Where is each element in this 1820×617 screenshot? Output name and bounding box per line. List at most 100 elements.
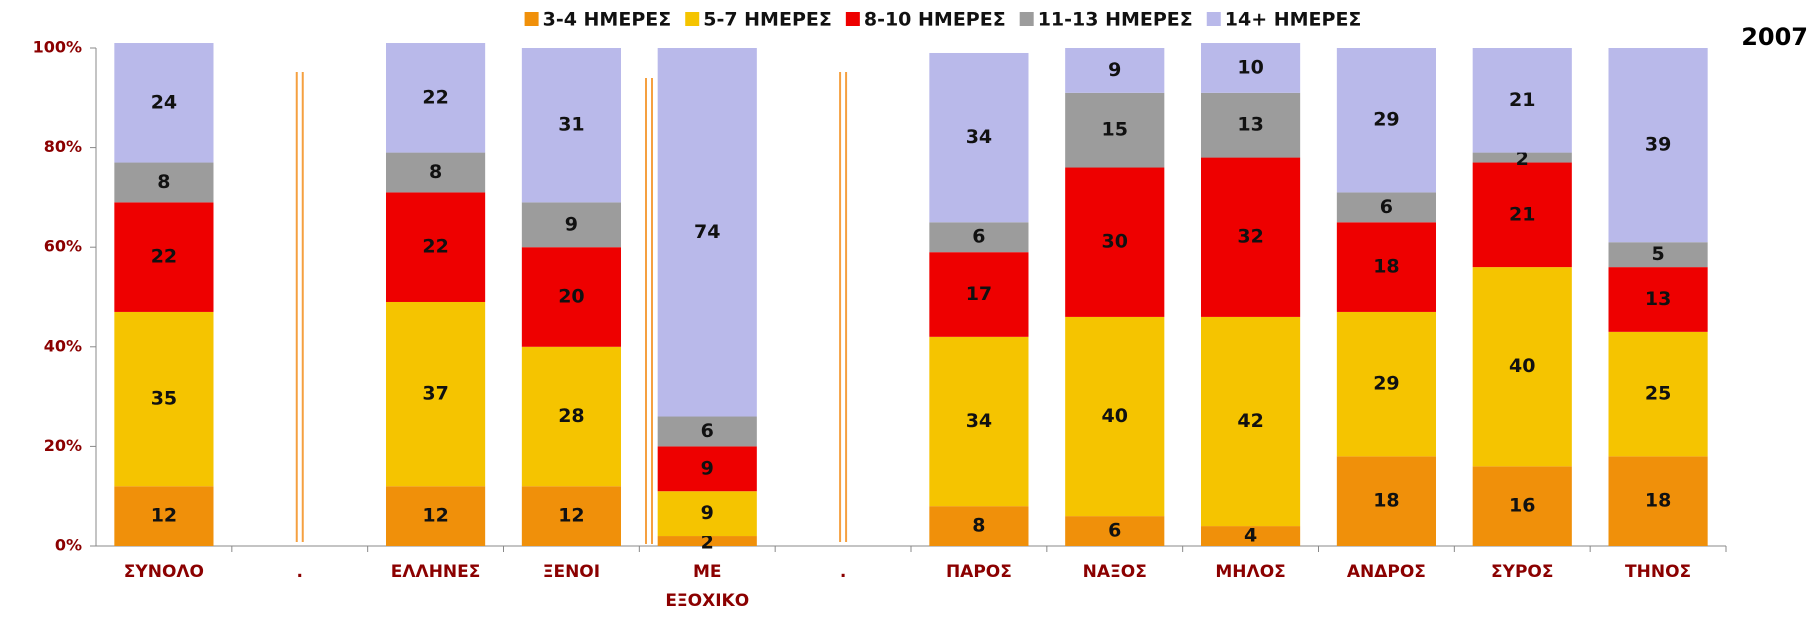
- data-label: 40: [1509, 355, 1535, 377]
- bar-segment: [114, 43, 214, 163]
- legend-swatch: [1206, 12, 1221, 26]
- data-label: 12: [558, 505, 584, 527]
- x-tick-label: .: [839, 562, 847, 582]
- data-label: 42: [1237, 410, 1263, 432]
- x-tick-label: ΝΑΞΟΣ: [1082, 562, 1147, 582]
- bar-segment: [386, 301, 486, 487]
- bar-segment: [521, 247, 621, 347]
- bar-segment: [1065, 516, 1165, 546]
- bar-segment: [1336, 311, 1436, 457]
- data-label: 6: [701, 420, 714, 442]
- x-tick-label: .: [296, 562, 303, 582]
- x-tick-label: ΑΝΔΡΟΣ: [1346, 562, 1426, 582]
- bar-segment: [1472, 466, 1572, 546]
- data-label: 8: [429, 161, 442, 183]
- data-label: 6: [972, 226, 985, 248]
- bar-segment: [1472, 162, 1572, 268]
- legend-swatch: [845, 12, 860, 26]
- y-tick-label: 80%: [44, 137, 82, 156]
- bar-segment: [657, 491, 757, 537]
- y-tick-label: 100%: [33, 38, 82, 57]
- bar-segment: [1201, 157, 1301, 317]
- data-label: 2: [1516, 148, 1529, 170]
- data-label: 15: [1102, 119, 1128, 141]
- bar-segment: [386, 192, 486, 302]
- x-tick-label: ΜΗΛΟΣ: [1215, 562, 1286, 582]
- data-label: 39: [1645, 134, 1671, 156]
- data-label: 20: [558, 286, 584, 308]
- legend-label: 11-13 ΗΜΕΡΕΣ: [1038, 9, 1193, 31]
- bar-segment: [114, 311, 214, 487]
- bar-segment: [657, 536, 757, 546]
- data-label: 35: [151, 388, 177, 410]
- data-label: 9: [565, 213, 578, 235]
- bar-segment: [1608, 267, 1708, 332]
- bar-segment: [521, 486, 621, 546]
- data-label: 9: [1108, 59, 1121, 81]
- legend-label: 3-4 ΗΜΕΡΕΣ: [543, 9, 672, 31]
- bar-segment: [929, 506, 1029, 546]
- data-label: 12: [422, 505, 448, 527]
- legend-label: 5-7 ΗΜΕΡΕΣ: [703, 9, 832, 31]
- bar-segment: [386, 43, 486, 153]
- bar-segment: [1608, 331, 1708, 457]
- x-tick-label: ΕΛΛΗΝΕΣ: [390, 562, 481, 582]
- legend-swatch: [685, 12, 700, 26]
- data-label: 8: [157, 171, 170, 193]
- chart-title: 2007: [1741, 23, 1808, 51]
- bar-segment: [1065, 167, 1165, 317]
- bar-segment: [1336, 192, 1436, 223]
- data-label: 21: [1509, 203, 1535, 225]
- bar-segment: [1472, 48, 1572, 153]
- data-label: 18: [1645, 490, 1671, 512]
- data-label: 37: [422, 383, 448, 405]
- bar-segment: [929, 336, 1029, 507]
- data-label: 18: [1373, 256, 1399, 278]
- bar-segment: [521, 48, 621, 203]
- data-label: 17: [966, 283, 992, 305]
- bar-segment: [1608, 242, 1708, 268]
- x-tick-label: ΣΥΡΟΣ: [1491, 562, 1554, 582]
- data-label: 32: [1237, 226, 1263, 248]
- data-label: 8: [972, 515, 985, 537]
- data-label: 12: [151, 505, 177, 527]
- x-tick-label: ΞΕΝΟΙ: [542, 562, 601, 582]
- legend-label: 14+ ΗΜΕΡΕΣ: [1225, 9, 1362, 31]
- bar-segment: [386, 486, 486, 546]
- bar-segment: [657, 446, 757, 492]
- data-label: 5: [1651, 243, 1664, 265]
- bar-segment: [114, 202, 214, 312]
- data-label: 16: [1509, 495, 1535, 517]
- bar-segment: [657, 48, 757, 417]
- bar-segment: [1065, 316, 1165, 517]
- x-tick-label: ΜΕ ΕΞΟΧΙΚΟ: [665, 562, 750, 611]
- legend-swatch: [1019, 12, 1034, 26]
- data-label: 13: [1237, 114, 1263, 136]
- bar-segment: [1201, 316, 1301, 527]
- data-label: 74: [694, 221, 720, 243]
- y-tick-label: 60%: [44, 237, 82, 256]
- bar-segment: [1472, 267, 1572, 467]
- data-label: 40: [1102, 405, 1128, 427]
- bar-segment: [521, 346, 621, 487]
- data-label: 2: [701, 532, 714, 554]
- bar-segment: [114, 486, 214, 546]
- legend-swatch: [524, 12, 539, 26]
- bar-segment: [1608, 456, 1708, 546]
- data-label: 9: [701, 457, 714, 479]
- data-label: 29: [1373, 109, 1399, 131]
- data-label: 22: [151, 246, 177, 268]
- y-tick-label: 40%: [44, 336, 82, 355]
- data-label: 29: [1373, 373, 1399, 395]
- bar-segment: [657, 416, 757, 447]
- bar-segment: [114, 162, 214, 203]
- data-label: 6: [1108, 520, 1121, 542]
- bar-segment: [1336, 222, 1436, 312]
- legend-label: 8-10 ΗΜΕΡΕΣ: [864, 9, 1006, 31]
- data-label: 13: [1645, 288, 1671, 310]
- data-label: 24: [151, 91, 177, 113]
- bar-segment: [929, 222, 1029, 253]
- bar-segment: [1201, 43, 1301, 93]
- x-tick-label: ΣΥΝΟΛΟ: [123, 562, 205, 582]
